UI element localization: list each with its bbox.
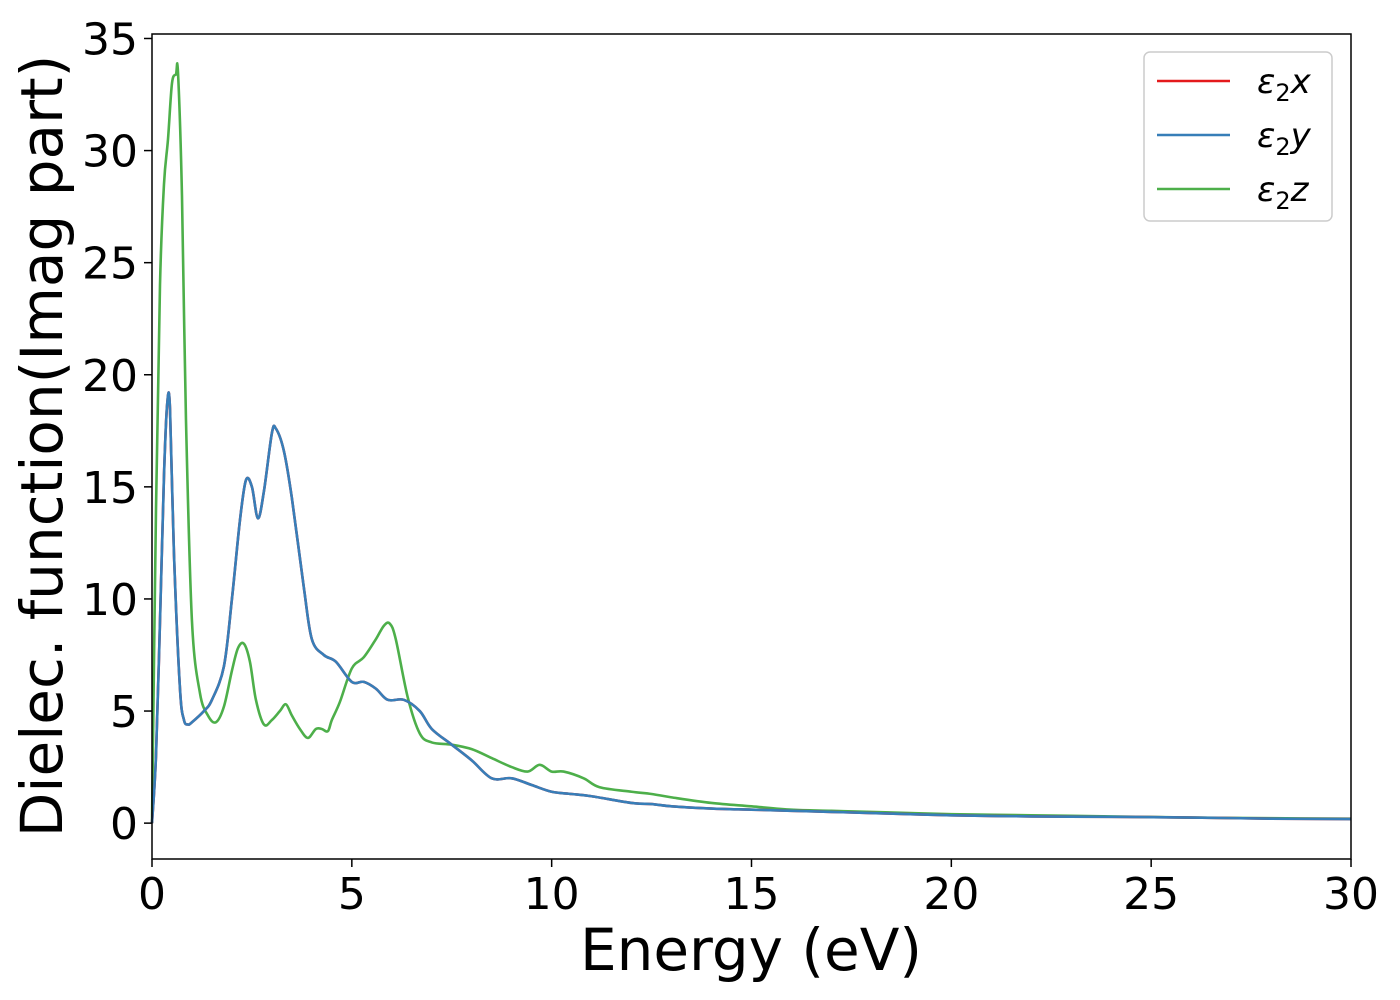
y-tick-label: 15 bbox=[82, 463, 138, 514]
y-tick-label: 30 bbox=[82, 127, 138, 178]
y-tick-label: 0 bbox=[110, 799, 138, 850]
y-tick-label: 10 bbox=[82, 575, 138, 626]
legend-box bbox=[1143, 51, 1333, 222]
x-tick-label: 5 bbox=[338, 869, 366, 920]
x-ticks: 0 5 10 15 20 25 30 bbox=[138, 859, 1379, 920]
y-axis-title: Dielec. function(Imag part) bbox=[8, 55, 76, 838]
x-tick-label: 25 bbox=[1123, 869, 1179, 920]
series-line-x bbox=[150, 391, 1352, 824]
y-tick-label: 25 bbox=[82, 239, 138, 290]
y-tick-label: 35 bbox=[82, 14, 138, 65]
x-tick-label: 30 bbox=[1323, 869, 1379, 920]
x-tick-label: 20 bbox=[923, 869, 979, 920]
series-layer bbox=[150, 62, 1352, 824]
legend-label-y: ε2y bbox=[1257, 116, 1312, 161]
legend-label-z: ε2z bbox=[1257, 170, 1310, 215]
legend-items: ε2x ε2y ε2z bbox=[1157, 62, 1312, 215]
legend-label-x: ε2x bbox=[1257, 62, 1312, 107]
series-line-y bbox=[150, 391, 1352, 824]
series-line-z bbox=[150, 62, 1352, 824]
x-tick-label: 0 bbox=[138, 869, 166, 920]
x-tick-label: 10 bbox=[524, 869, 580, 920]
x-tick-label: 15 bbox=[724, 869, 780, 920]
x-axis-title: Energy (eV) bbox=[580, 916, 922, 984]
y-tick-label: 5 bbox=[110, 687, 138, 738]
y-ticks: 0 5 10 15 20 25 30 35 bbox=[82, 14, 152, 850]
legend: ε2x ε2y ε2z bbox=[1143, 51, 1333, 222]
y-tick-label: 20 bbox=[82, 351, 138, 402]
